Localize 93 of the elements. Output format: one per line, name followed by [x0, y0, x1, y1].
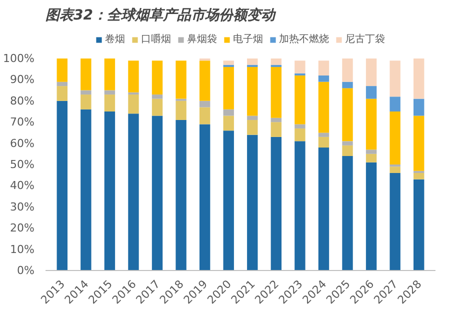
bar — [318, 136, 330, 148]
bar — [128, 92, 139, 95]
bar — [247, 134, 258, 270]
bar — [247, 58, 258, 65]
bar — [318, 148, 330, 270]
bar — [223, 60, 234, 65]
y-tick-label: 100% — [3, 52, 35, 65]
bar — [104, 112, 116, 270]
bar — [366, 58, 377, 86]
bar — [318, 60, 330, 76]
bar — [270, 66, 282, 118]
y-tick-label: 80% — [10, 94, 35, 108]
bar — [128, 60, 139, 92]
bar — [176, 60, 186, 99]
bar — [342, 156, 353, 270]
bar — [294, 75, 306, 124]
bar — [56, 58, 68, 82]
bar — [318, 82, 330, 133]
y-tick-label: 20% — [10, 222, 35, 235]
bar — [342, 88, 353, 142]
bar — [390, 112, 400, 164]
bar — [294, 141, 306, 270]
y-tick-label: 0% — [17, 264, 34, 277]
bar — [342, 58, 353, 82]
legend-label: 尼古丁袋 — [345, 32, 385, 46]
bar — [414, 58, 424, 99]
y-tick-label: 10% — [10, 242, 35, 256]
legend-label: 口嚼烟 — [141, 32, 171, 46]
bar — [294, 128, 306, 142]
bar — [342, 82, 353, 88]
bar — [223, 116, 234, 131]
bar — [390, 60, 400, 97]
bar — [414, 179, 424, 270]
bar — [390, 166, 400, 173]
bar — [80, 58, 92, 90]
bar — [414, 116, 424, 171]
bar — [342, 141, 353, 146]
bar — [223, 109, 234, 116]
bar — [247, 120, 258, 135]
bar — [104, 94, 116, 112]
bar — [152, 60, 163, 95]
bar — [176, 100, 186, 120]
bar — [247, 116, 258, 120]
bar — [104, 58, 116, 90]
y-tick-label: 70% — [10, 116, 35, 129]
bar — [414, 172, 424, 180]
bar — [176, 120, 186, 270]
bar — [366, 86, 377, 99]
y-tick-label: 50% — [10, 158, 35, 171]
bar — [247, 66, 258, 116]
bar — [199, 60, 210, 101]
y-tick-label: 40% — [10, 179, 35, 192]
bar — [80, 109, 92, 270]
bar — [366, 98, 377, 150]
bar — [56, 86, 68, 101]
bar — [56, 82, 68, 86]
bar — [56, 100, 68, 270]
bar — [414, 98, 424, 116]
bar — [318, 75, 330, 82]
bar — [80, 90, 92, 95]
bar — [128, 114, 139, 270]
bar — [270, 136, 282, 270]
y-tick-label: 90% — [10, 73, 35, 86]
chart-title: 图表32：全球烟草产品市场份额变动 — [46, 6, 277, 24]
legend-label: 卷烟 — [105, 33, 125, 46]
bar — [390, 96, 400, 112]
bar — [342, 145, 353, 156]
bar — [270, 122, 282, 137]
bar — [199, 124, 210, 270]
bar — [104, 90, 116, 95]
bar — [152, 94, 163, 99]
y-tick-label: 60% — [10, 136, 35, 150]
bar — [152, 98, 163, 116]
bar — [270, 118, 282, 122]
legend-label: 电子烟 — [233, 32, 263, 46]
bar — [366, 150, 377, 154]
bar — [223, 66, 234, 110]
bar — [366, 154, 377, 162]
bar — [199, 100, 210, 108]
bar — [270, 58, 282, 65]
legend-label: 鼻烟袋 — [187, 33, 217, 46]
legend-label: 加热不燃烧 — [279, 32, 329, 46]
bar — [80, 94, 92, 110]
bar — [152, 116, 163, 270]
bar — [199, 107, 210, 124]
bar — [366, 162, 377, 270]
bar — [128, 94, 139, 114]
bar — [294, 124, 306, 128]
bar — [390, 172, 400, 270]
bar — [223, 130, 234, 270]
y-tick-label: 30% — [10, 200, 35, 214]
bar — [318, 132, 330, 137]
bar — [294, 60, 306, 74]
